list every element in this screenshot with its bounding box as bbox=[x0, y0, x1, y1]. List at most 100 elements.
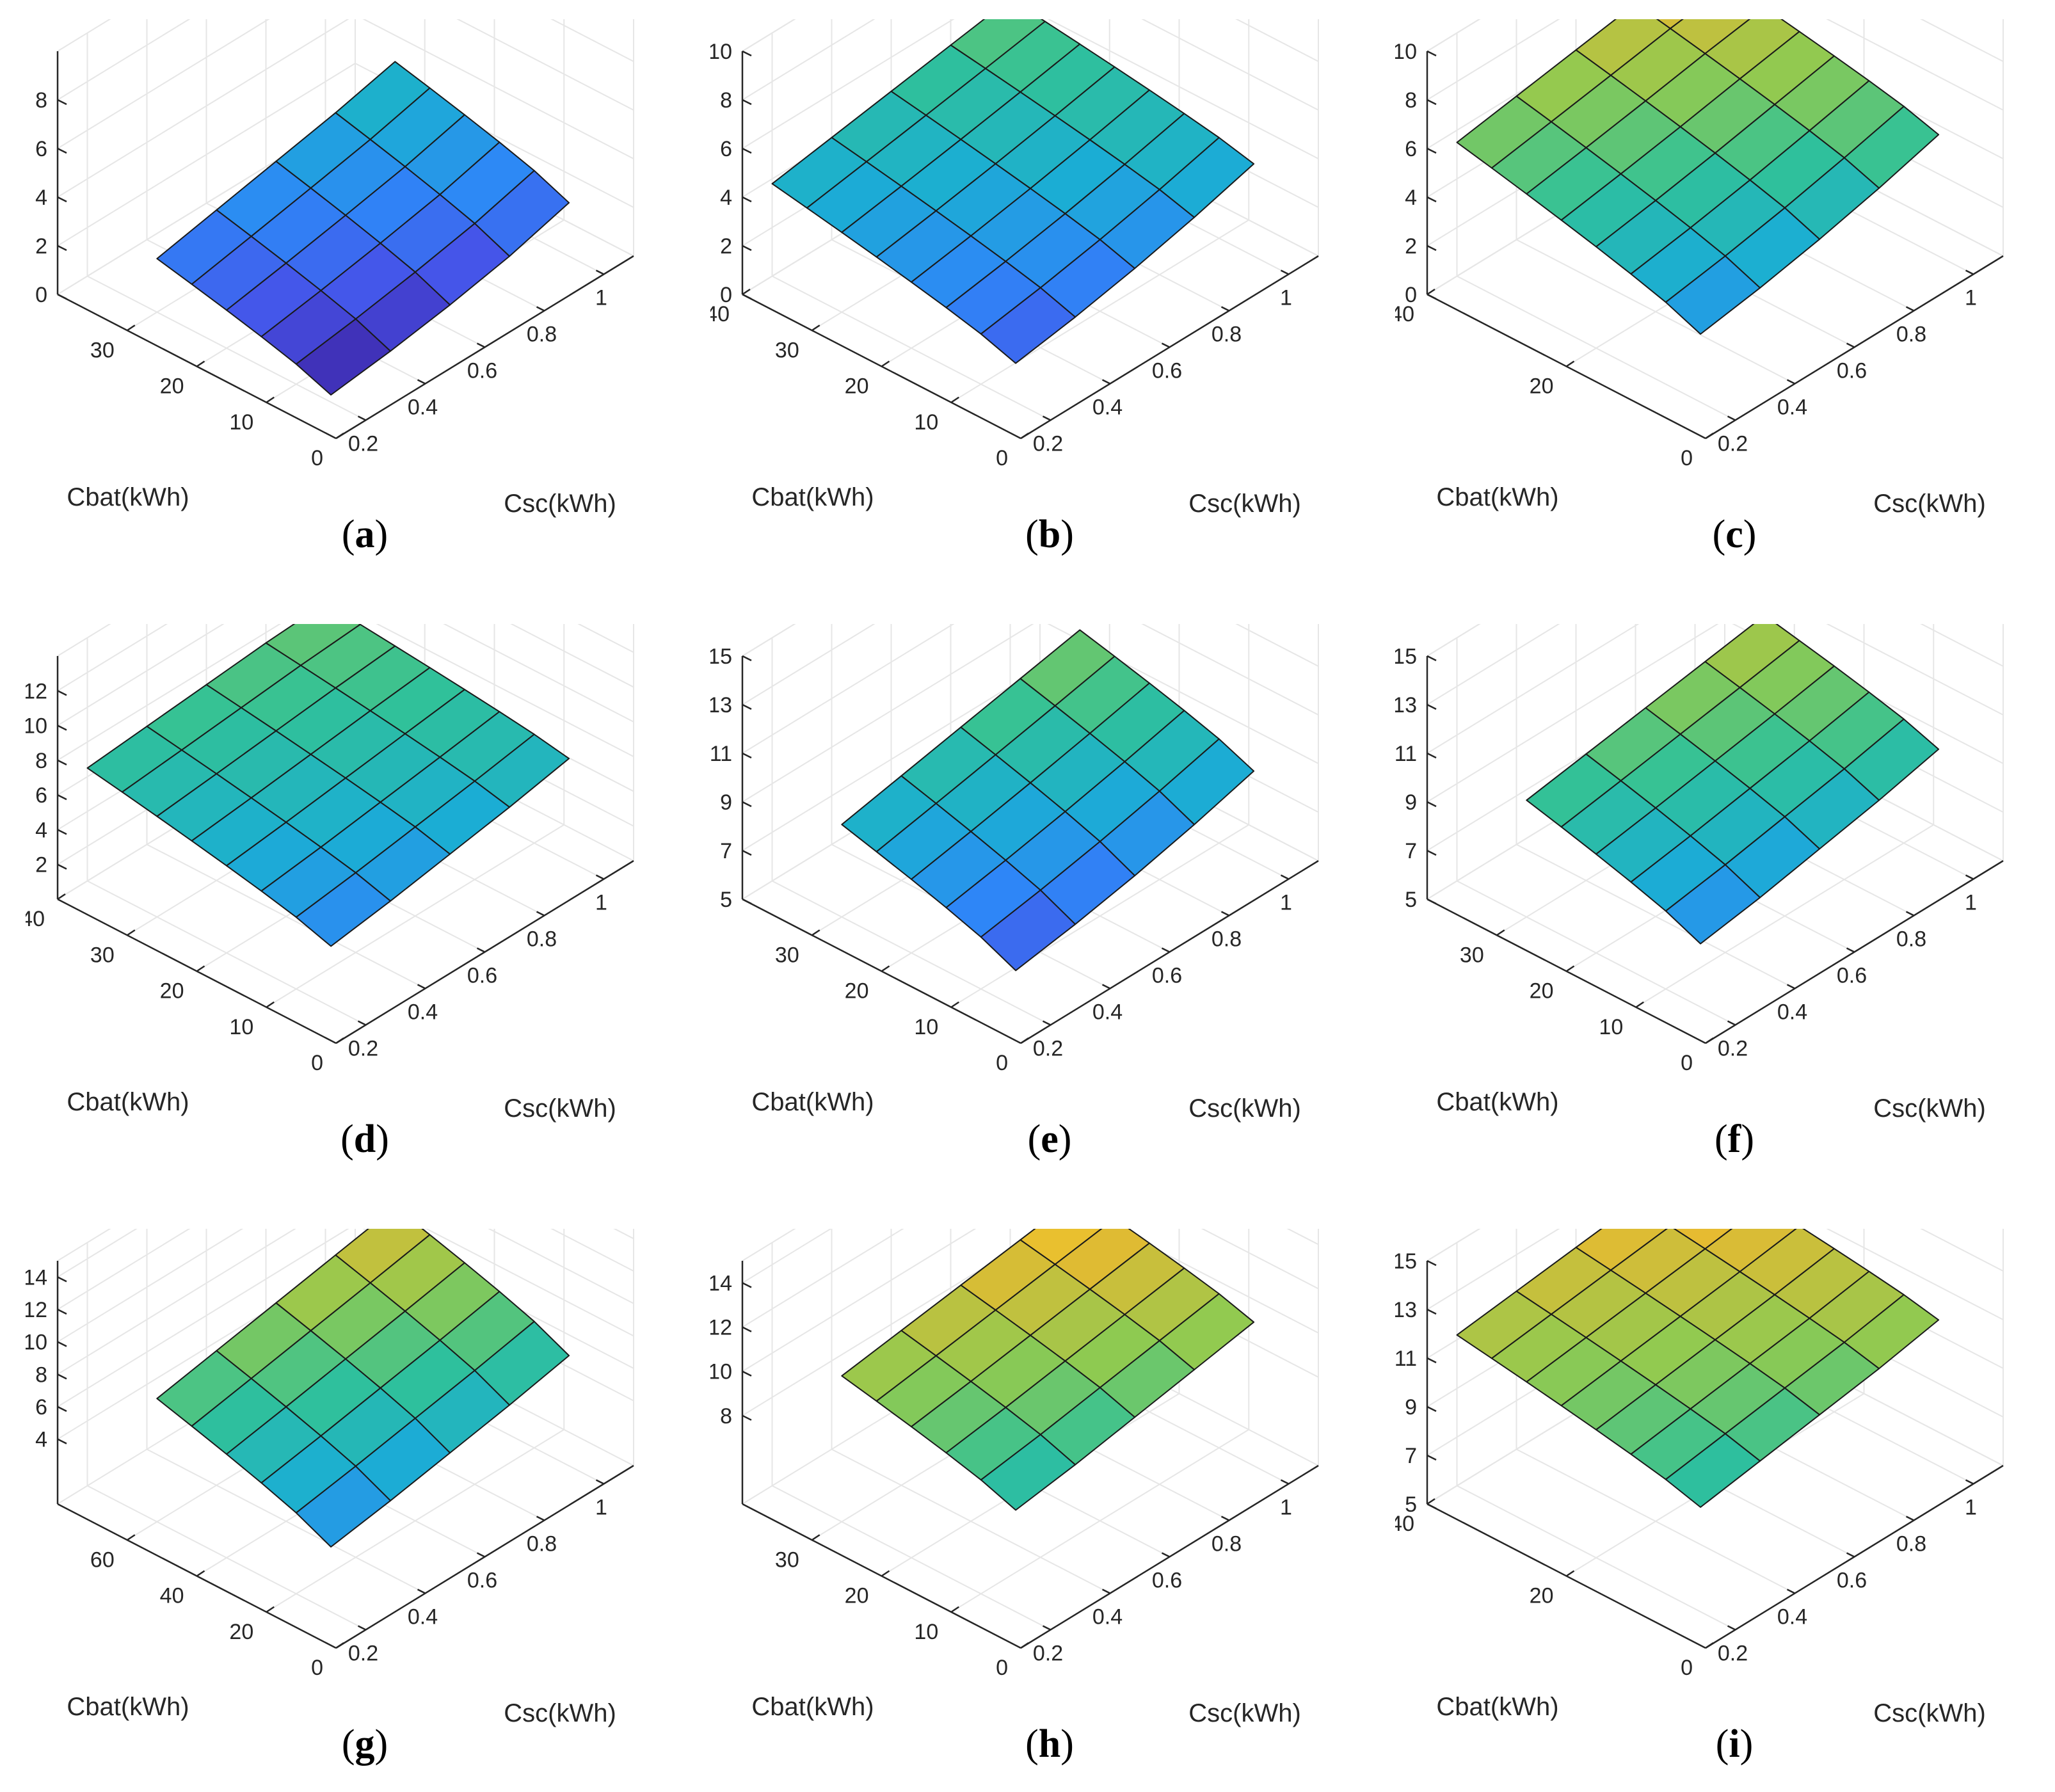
batloss-tick-label: 10 bbox=[1395, 40, 1417, 64]
wall-gridline bbox=[1920, 1229, 2004, 1272]
cbat-tick-label: 0 bbox=[996, 1051, 1008, 1075]
csc-tick-label: 0.4 bbox=[1777, 396, 1807, 420]
surface-plot-b: 02468100.20.40.60.81010203040Batloss(%)C… bbox=[710, 19, 1319, 518]
wall-gridline bbox=[742, 624, 876, 705]
csc-tick-mark bbox=[476, 947, 486, 953]
surface-patch bbox=[295, 872, 392, 947]
batloss-tick-label: 7 bbox=[1405, 839, 1417, 863]
batloss-tick-mark bbox=[742, 1370, 752, 1377]
wall-gridline bbox=[742, 624, 955, 754]
box-edge bbox=[742, 1229, 796, 1261]
wall-gridline bbox=[742, 19, 876, 100]
batloss-tick-label: 8 bbox=[1405, 88, 1417, 113]
wall-gridline bbox=[1920, 19, 2004, 62]
batloss-tick-label: 4 bbox=[1405, 186, 1417, 210]
batloss-tick-label: 11 bbox=[1395, 1347, 1417, 1371]
csc-tick-mark bbox=[1280, 1479, 1290, 1485]
csc-tick-label: 0.8 bbox=[1896, 1532, 1926, 1556]
batloss-tick-mark bbox=[57, 863, 67, 870]
batloss-tick-mark bbox=[57, 293, 67, 300]
batloss-tick-mark bbox=[57, 99, 67, 106]
cbat-tick-label: 30 bbox=[1460, 943, 1484, 967]
csc-tick-label: 0.8 bbox=[527, 323, 557, 347]
csc-tick-label: 0.2 bbox=[1718, 1642, 1748, 1666]
batloss-tick-label: 6 bbox=[35, 137, 47, 161]
cbat-tick-label: 30 bbox=[775, 1548, 799, 1572]
csc-tick-mark bbox=[1965, 874, 1974, 880]
box-edge bbox=[57, 624, 111, 657]
cbat-tick-mark bbox=[1496, 929, 1505, 936]
wall-gridline bbox=[1201, 1229, 1319, 1290]
batloss-tick-label: 4 bbox=[35, 1428, 47, 1452]
wall-gridline bbox=[742, 1229, 832, 1284]
batloss-tick-label: 5 bbox=[1405, 1492, 1417, 1517]
surface-patch bbox=[295, 318, 392, 396]
batloss-tick-label: 11 bbox=[710, 742, 732, 766]
csc-tick-mark bbox=[1846, 342, 1855, 348]
panel-caption-letter: f bbox=[1727, 1117, 1741, 1161]
csc-tick-label: 0.6 bbox=[1152, 359, 1182, 383]
csc-tick-mark bbox=[1101, 984, 1111, 989]
floor-gridline bbox=[266, 824, 564, 1008]
panel-caption-a: (a) bbox=[341, 513, 388, 556]
csc-tick-mark bbox=[357, 1020, 367, 1026]
box-edge bbox=[1427, 624, 1481, 657]
batloss-tick-label: 10 bbox=[710, 1360, 732, 1384]
batloss-tick-mark bbox=[1427, 801, 1437, 808]
cbat-tick-label: 0 bbox=[1681, 1051, 1693, 1075]
panel-caption-letter: d bbox=[353, 1117, 376, 1161]
batloss-tick-label: 5 bbox=[720, 888, 732, 912]
csc-tick-mark bbox=[417, 984, 426, 989]
cbat-tick-mark bbox=[127, 324, 136, 332]
batloss-tick-mark bbox=[1427, 1503, 1437, 1510]
csc-tick-mark bbox=[417, 379, 426, 385]
cbat-tick-label: 20 bbox=[229, 1620, 253, 1644]
panel-caption-h: (h) bbox=[1025, 1722, 1074, 1766]
cbat-tick-mark bbox=[335, 1642, 344, 1649]
batloss-tick-label: 9 bbox=[720, 790, 732, 815]
cbat-tick-label: 0 bbox=[996, 1656, 1008, 1680]
cbat-tick-mark bbox=[881, 360, 890, 367]
wall-gridline bbox=[57, 1229, 244, 1343]
csc-tick-label: 0.4 bbox=[1777, 1000, 1807, 1025]
cbat-tick-label: 40 bbox=[1395, 1512, 1414, 1536]
csc-tick-mark bbox=[595, 269, 605, 275]
batloss-tick-label: 2 bbox=[35, 234, 47, 259]
cbat-tick-label: 40 bbox=[1395, 302, 1414, 326]
csc-axis-label: Csc(kWh) bbox=[504, 1699, 616, 1727]
batloss-tick-mark bbox=[1427, 703, 1437, 710]
csc-tick-label: 1 bbox=[1280, 1496, 1292, 1520]
batloss-tick-mark bbox=[742, 752, 752, 759]
batloss-tick-label: 8 bbox=[35, 749, 47, 773]
batloss-tick-label: 10 bbox=[26, 714, 47, 739]
batloss-tick-mark bbox=[742, 1414, 752, 1421]
batloss-tick-label: 6 bbox=[1405, 137, 1417, 161]
csc-tick-mark bbox=[1965, 269, 1974, 275]
panel-caption-letter: a bbox=[355, 513, 375, 556]
batloss-tick-mark bbox=[1427, 1454, 1437, 1461]
batloss-tick-mark bbox=[742, 196, 752, 203]
batloss-tick-mark bbox=[742, 655, 752, 662]
panel-caption-letter: c bbox=[1725, 513, 1743, 556]
cbat-axis-label: Cbat(kWh) bbox=[751, 1693, 874, 1721]
cbat-tick-label: 30 bbox=[90, 338, 115, 362]
batloss-tick-mark bbox=[57, 690, 67, 696]
wall-gridline bbox=[57, 1229, 191, 1310]
wall-gridline bbox=[742, 1229, 904, 1328]
cbat-tick-label: 20 bbox=[845, 374, 869, 399]
surface-patch bbox=[295, 1465, 392, 1548]
csc-tick-label: 0.8 bbox=[1211, 1532, 1242, 1556]
batloss-tick-label: 12 bbox=[26, 1298, 47, 1322]
batloss-tick-label: 8 bbox=[720, 88, 732, 113]
wall-gridline bbox=[57, 1229, 296, 1375]
wall-gridline bbox=[742, 624, 1034, 803]
batloss-tick-mark bbox=[1427, 1357, 1437, 1364]
panel-caption-b: (b) bbox=[1025, 513, 1074, 556]
csc-tick-label: 0.8 bbox=[1211, 323, 1242, 347]
csc-tick-label: 1 bbox=[595, 1496, 607, 1520]
surface-plot-d: 246810120.20.40.60.81010203040Batloss(%)… bbox=[26, 624, 634, 1123]
batloss-tick-label: 4 bbox=[35, 186, 47, 210]
csc-tick-mark bbox=[1161, 1552, 1171, 1558]
csc-tick-mark bbox=[1220, 1516, 1230, 1521]
